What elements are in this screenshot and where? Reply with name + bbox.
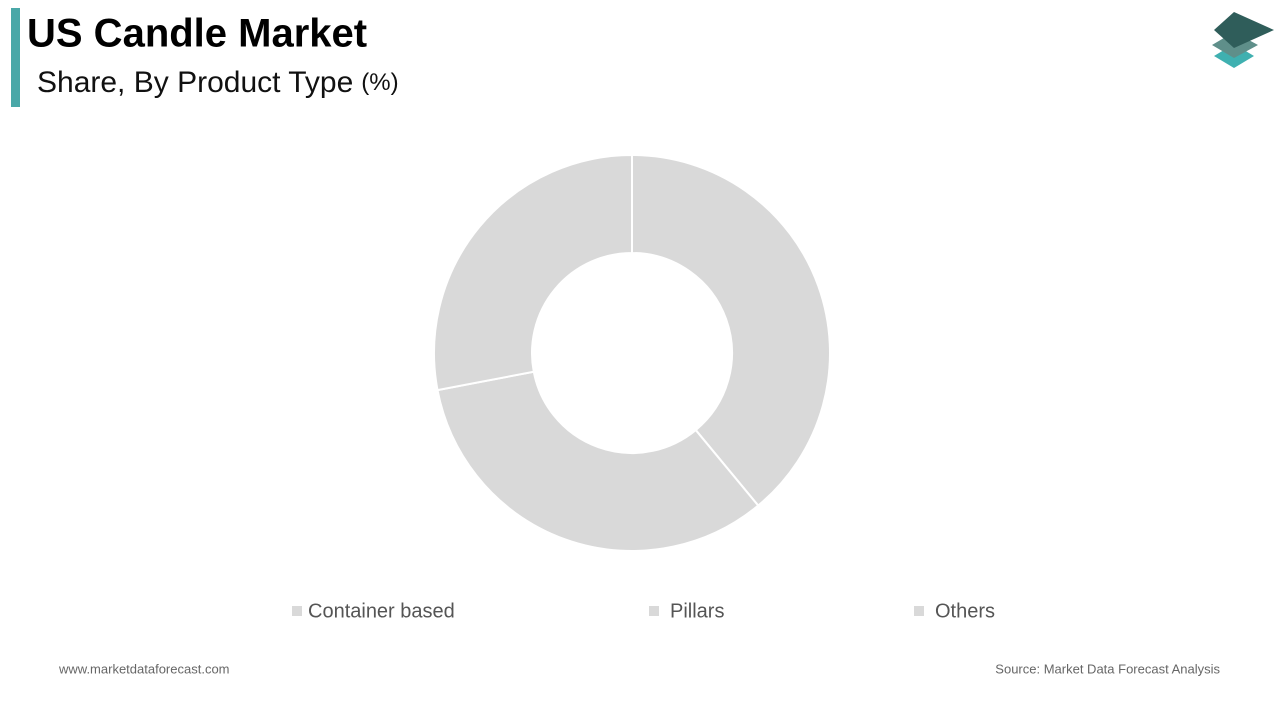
chart-subtitle: Share, By Product Type (%) <box>37 66 399 99</box>
logo <box>1212 12 1274 68</box>
legend-marker <box>292 606 302 616</box>
legend-marker <box>649 606 659 616</box>
legend-label: Container based <box>308 600 455 622</box>
donut-segment <box>433 153 633 392</box>
legend-label: Pillars <box>670 600 724 622</box>
subtitle-text: Share, By Product Type <box>37 66 353 99</box>
donut-segment <box>436 370 760 553</box>
website: www.marketdataforecast.com <box>58 661 230 676</box>
chart-title: US Candle Market <box>27 12 367 56</box>
legend-label: Others <box>935 600 995 622</box>
title-accent <box>11 8 20 107</box>
donut-segment <box>631 153 831 507</box>
legend-marker <box>914 606 924 616</box>
unit: (%) <box>361 69 398 96</box>
source: Source: Market Data Forecast Analysis <box>995 661 1220 676</box>
